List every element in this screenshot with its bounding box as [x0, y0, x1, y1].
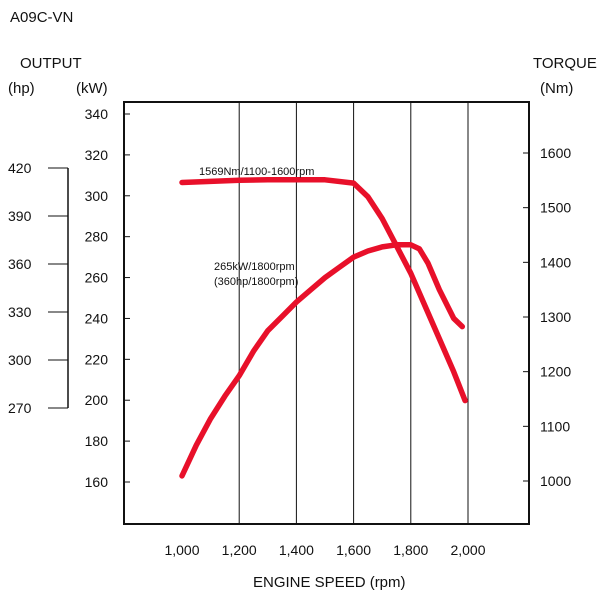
hp-tick-label: 360 [8, 256, 32, 272]
hp-tick-label: 390 [8, 208, 32, 224]
x-tick-label: 1,200 [222, 542, 257, 558]
data-series [179, 177, 468, 479]
nm-tick-label: 1600 [540, 145, 571, 161]
torque-curve [179, 177, 468, 404]
kw-tick-label: 320 [85, 147, 109, 163]
hp-tick-label: 300 [8, 352, 32, 368]
x-tick-label: 1,600 [336, 542, 371, 558]
kw-tick-label: 300 [85, 188, 109, 204]
x-tick-label: 1,400 [279, 542, 314, 558]
power-annotation-kw: 265kW/1800rpm [214, 261, 295, 273]
kw-tick-label: 160 [85, 474, 109, 490]
x-tick-label: 1,000 [164, 542, 199, 558]
nm-tick-label: 1500 [540, 200, 571, 216]
torque-axis-label: TORQUE [533, 55, 597, 72]
kw-tick-label: 180 [85, 433, 109, 449]
torque-annotation: 1569Nm/1100-1600rpm [199, 166, 314, 178]
nm-unit-label: (Nm) [540, 80, 573, 97]
x-tick-label: 1,800 [393, 542, 428, 558]
x-axis: 1,000 1,200 1,400 1,600 1,800 2,000 [164, 542, 485, 558]
power-annotation-hp: (360hp/1800rpm) [214, 276, 298, 288]
x-tick-label: 2,000 [450, 542, 485, 558]
vertical-gridlines [238, 102, 469, 524]
kw-tick-label: 340 [85, 106, 109, 122]
kw-tick-label: 200 [85, 392, 109, 408]
output-axis-label: OUTPUT [20, 55, 82, 72]
chart-title: A09C-VN [10, 9, 73, 26]
nm-axis: 1600 1500 1400 1300 1200 1100 1000 [523, 145, 571, 489]
hp-axis: 420 390 360 330 300 270 [8, 160, 69, 416]
kw-tick-label: 220 [85, 351, 109, 367]
hp-tick-label: 330 [8, 304, 32, 320]
kw-tick-label: 240 [85, 310, 109, 326]
kw-tick-label: 280 [85, 229, 109, 245]
plot-frame [123, 101, 530, 525]
hp-unit-label: (hp) [8, 80, 35, 97]
hp-tick-label: 270 [8, 400, 32, 416]
nm-tick-label: 1400 [540, 254, 571, 270]
x-axis-label: ENGINE SPEED (rpm) [253, 574, 406, 591]
nm-tick-label: 1200 [540, 364, 571, 380]
nm-tick-label: 1100 [540, 418, 570, 434]
nm-tick-label: 1300 [540, 309, 571, 325]
output-curve [179, 242, 466, 479]
kw-axis: 340 320 300 280 260 240 220 200 180 160 [85, 106, 130, 490]
kw-unit-label: (kW) [76, 80, 108, 97]
kw-tick-label: 260 [85, 270, 109, 286]
hp-tick-label: 420 [8, 160, 32, 176]
nm-tick-label: 1000 [540, 473, 571, 489]
